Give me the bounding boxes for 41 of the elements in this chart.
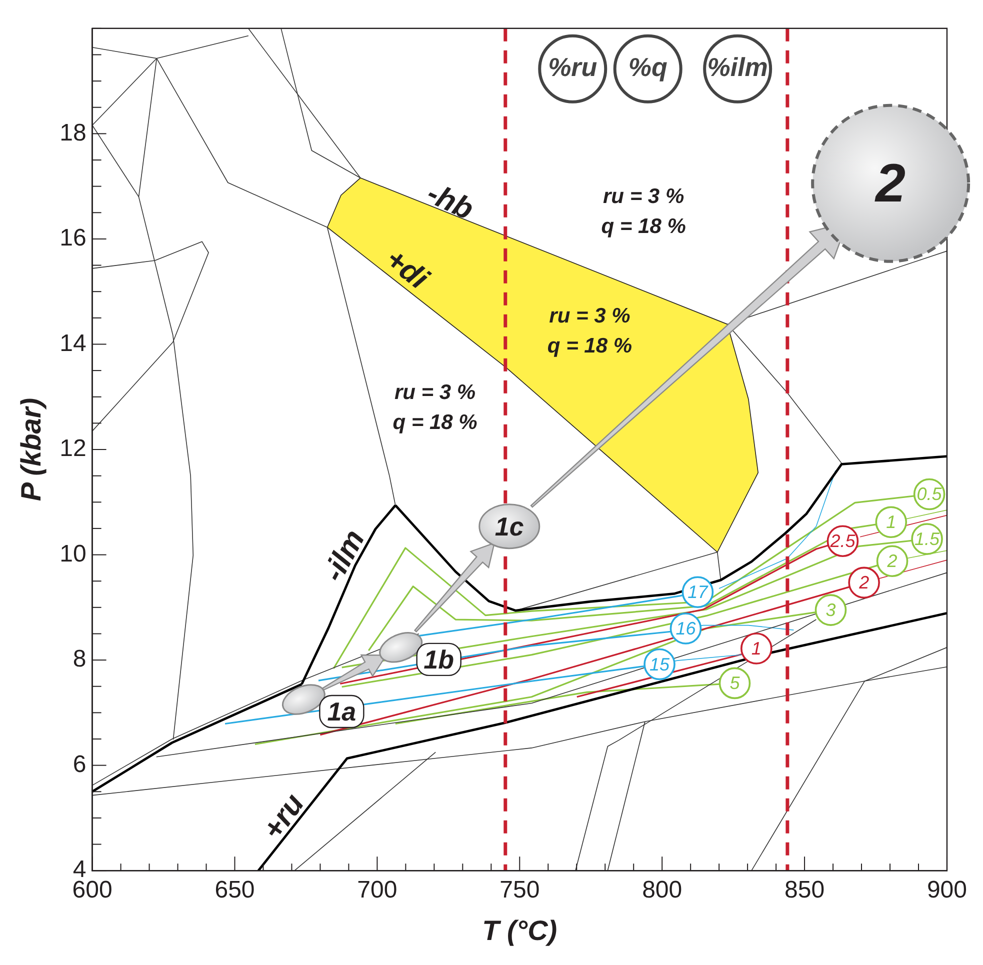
x-axis-title: T (°C) — [482, 914, 558, 946]
series-label: 17 — [688, 582, 709, 602]
series-label: 1 — [886, 512, 896, 532]
annotation: -ilm — [317, 524, 372, 588]
series-label: 16 — [676, 618, 697, 638]
annotation: 1c — [494, 511, 524, 542]
series-label: 1.5 — [914, 528, 941, 549]
annotation: -hb — [422, 176, 478, 226]
y-tick-label: 14 — [60, 330, 86, 357]
series-label: 2.5 — [829, 531, 856, 552]
series-label: 5 — [730, 673, 741, 694]
annotation: %ru — [548, 52, 598, 82]
x-tick-label: 700 — [357, 876, 398, 904]
annotation: +ru — [256, 788, 311, 846]
y-tick-label: 18 — [60, 119, 86, 146]
y-tick-label: 16 — [60, 224, 86, 252]
y-axis-title: P (kbar) — [16, 398, 47, 502]
annotation: ru = 3 % q = 18 % — [392, 381, 478, 434]
annotation: %ilm — [707, 52, 768, 82]
y-tick-label: 10 — [60, 540, 86, 568]
y-tick-label: 6 — [72, 750, 86, 778]
annotation: ru = 3 % q = 18 % — [601, 184, 686, 238]
annotation: 1b — [424, 644, 454, 674]
series-label: 3 — [826, 600, 836, 620]
x-tick-label: 800 — [642, 876, 682, 904]
x-tick-label: 650 — [214, 876, 255, 904]
annotation: ru = 3 % q = 18 % — [547, 304, 632, 358]
x-tick-label: 750 — [500, 876, 540, 904]
annotation: 2 — [874, 153, 906, 214]
series-label: 2 — [858, 572, 870, 593]
y-tick-label: 8 — [72, 646, 86, 673]
x-tick-label: 850 — [784, 876, 825, 904]
annotation: 1a — [327, 696, 356, 727]
x-tick-label: 900 — [926, 876, 967, 904]
series-label: 0.5 — [916, 484, 943, 504]
annotation: %q — [628, 52, 668, 82]
series-label: 1 — [751, 638, 762, 658]
annotation: +di — [379, 242, 435, 296]
series-label: 15 — [650, 654, 671, 674]
y-tick-label: 12 — [60, 435, 86, 462]
series-label: 2 — [886, 551, 898, 572]
